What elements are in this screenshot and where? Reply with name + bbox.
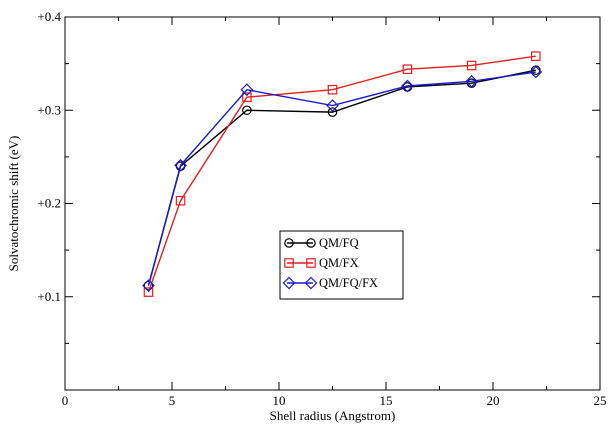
x-tick-label: 0: [62, 393, 69, 408]
x-tick-label: 10: [273, 393, 286, 408]
series-line: [147, 71, 536, 286]
data-point: [242, 92, 252, 102]
data-point: [402, 64, 413, 75]
legend-marker: [284, 238, 294, 248]
data-point: [401, 79, 414, 93]
y-tick-label: +0.2: [37, 196, 61, 211]
legend-marker: [284, 258, 294, 268]
x-tick-label: 25: [594, 393, 607, 408]
data-point: [327, 107, 338, 117]
legend-marker: [306, 238, 316, 248]
legend-marker: [282, 276, 296, 290]
data-point: [466, 60, 477, 71]
y-axis-label: Solvatochromic shift (eV): [6, 136, 21, 272]
data-point: [174, 158, 187, 172]
legend-marker: [306, 258, 316, 268]
x-tick-label: 20: [487, 393, 500, 408]
data-point: [175, 195, 186, 206]
y-tick-label: +0.3: [37, 102, 61, 117]
data-point: [326, 99, 339, 112]
series-qm-fx: [143, 51, 541, 297]
data-point: [530, 51, 541, 61]
data-point: [143, 280, 154, 291]
legend-label: QM/FQ: [319, 236, 359, 250]
y-tick-label: +0.4: [37, 9, 61, 24]
data-point: [240, 83, 254, 97]
legend-marker: [304, 276, 318, 290]
data-point: [529, 65, 543, 79]
data-point: [465, 74, 478, 88]
x-tick-label: 15: [380, 393, 393, 408]
legend-label: QM/FX: [319, 256, 359, 270]
legend-entry: QM/FQ: [284, 236, 359, 250]
data-point: [143, 287, 154, 297]
legend: QM/FQ QM/FX QM/FQ/FX: [279, 230, 404, 300]
ticks-layer: 0 5 10 15 20 25 +0.1 +0.2 +0.3 +0.4: [37, 9, 606, 408]
data-point: [242, 105, 252, 116]
legend-label: QM/FQ/FX: [319, 276, 378, 290]
x-tick-label: 5: [169, 393, 176, 408]
series-line: [147, 55, 536, 293]
legend-entry: QM/FX: [284, 256, 359, 270]
legend-entry: QM/FQ/FX: [282, 276, 378, 290]
x-axis-label: Shell radius (Angstrom): [270, 408, 396, 423]
series-qm-fq-fx: [142, 65, 543, 292]
series-layer: [142, 51, 543, 297]
data-point: [327, 84, 338, 95]
y-tick-label: +0.1: [37, 289, 61, 304]
data-point: [142, 279, 155, 292]
